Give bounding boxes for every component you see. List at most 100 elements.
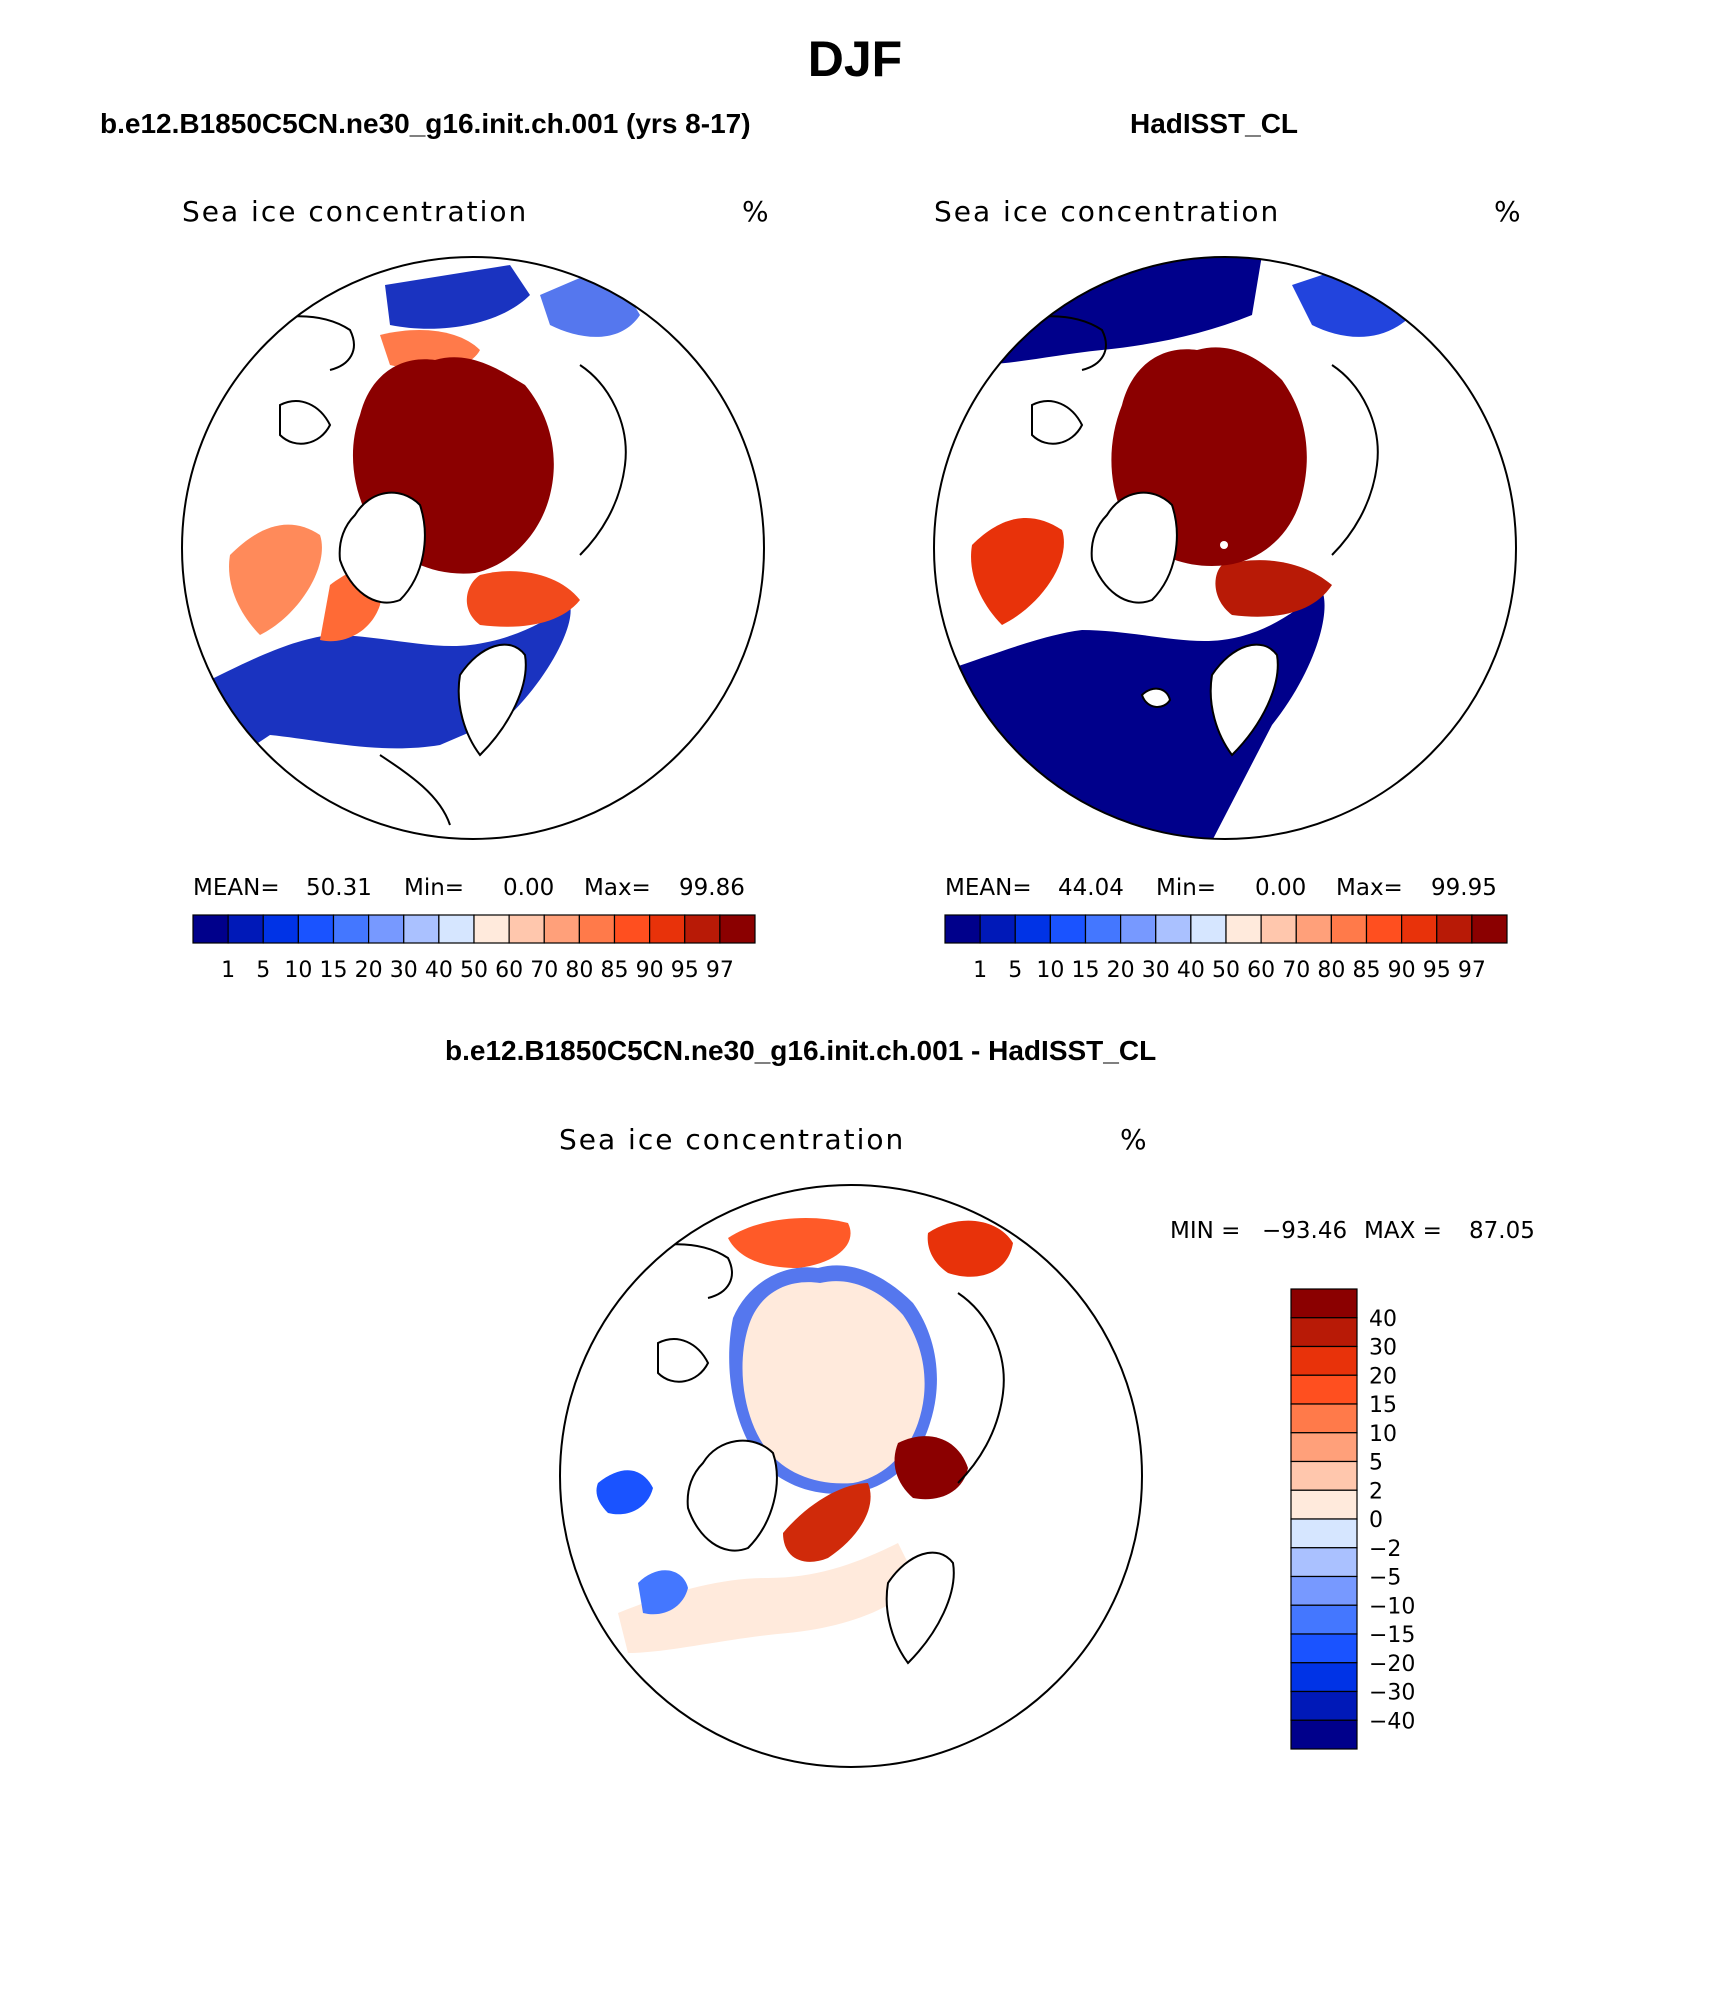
colorbar-tick-label: 2 bbox=[1369, 1479, 1383, 1504]
map-boundary bbox=[181, 256, 765, 840]
colorbar-swatch bbox=[1290, 1288, 1358, 1319]
max-value-diff: 87.05 bbox=[1469, 1218, 1535, 1244]
colorbar-swatch bbox=[438, 914, 475, 944]
colorbar-tick-label: 15 bbox=[1369, 1393, 1397, 1418]
iceland bbox=[1140, 687, 1172, 708]
max-label-diff: MAX = bbox=[1364, 1218, 1442, 1244]
siberia-coast bbox=[1331, 364, 1379, 556]
page-title: DJF bbox=[807, 31, 903, 87]
colorbar-swatch bbox=[1290, 1690, 1358, 1721]
colorbar-tick-label: −30 bbox=[1369, 1681, 1415, 1706]
colorbar-swatch bbox=[1290, 1633, 1358, 1664]
colorbar-tick-label: 95 bbox=[671, 958, 699, 983]
canada-archipelago bbox=[279, 400, 332, 445]
ice-band-barents bbox=[466, 571, 580, 627]
colorbar-swatch bbox=[403, 914, 440, 944]
scandinavia bbox=[457, 643, 527, 757]
colorbar-tick-label: 1 bbox=[221, 958, 235, 983]
colorbar-swatch bbox=[368, 914, 405, 944]
colorbar-tick-label: 70 bbox=[1282, 958, 1310, 983]
colorbar-swatch bbox=[332, 914, 370, 944]
europe-coast bbox=[379, 754, 451, 826]
colorbar-tick-label: 80 bbox=[565, 958, 593, 983]
open-ocean-atlantic bbox=[934, 590, 1325, 839]
colorbar-swatch bbox=[1120, 914, 1157, 944]
diff-central-pack bbox=[742, 1281, 925, 1484]
colorbar-tick-label: 10 bbox=[284, 958, 312, 983]
map-boundary bbox=[933, 256, 1517, 840]
colorbar-swatch bbox=[1290, 1604, 1358, 1635]
colorbar-swatch bbox=[1155, 914, 1192, 944]
colorbar-swatch bbox=[1471, 914, 1508, 944]
colorbar-tick-label: 10 bbox=[1036, 958, 1064, 983]
units-label-obs: % bbox=[1494, 195, 1523, 228]
min-label-obs: Min= bbox=[1156, 875, 1217, 901]
mean-label-obs: MEAN= bbox=[945, 875, 1032, 901]
colorbar-swatch bbox=[1049, 914, 1087, 944]
colorbar-tick-label: 5 bbox=[1008, 958, 1022, 983]
diff-labrador-neg bbox=[638, 1570, 688, 1615]
colorbar-swatch bbox=[1290, 1317, 1358, 1348]
alaska-coast bbox=[239, 315, 355, 371]
colorbar-swatch bbox=[1290, 1460, 1358, 1491]
colorbar-swatch bbox=[1190, 914, 1227, 944]
diff-barents-pos bbox=[894, 1436, 968, 1500]
colorbar-tick-label: 60 bbox=[1247, 958, 1275, 983]
colorbar-tick-label: −40 bbox=[1369, 1709, 1415, 1734]
colorbar-swatch bbox=[1290, 1345, 1358, 1376]
colorbar-swatch bbox=[1401, 914, 1438, 944]
max-value-model: 99.86 bbox=[679, 875, 745, 901]
panel-title-diff: b.e12.B1850C5CN.ne30_g16.init.ch.001 - H… bbox=[445, 1035, 1157, 1066]
colorbar-swatch bbox=[508, 914, 545, 944]
colorbar-obs: 1 5 10 15 20 30 40 50 60 70 80 85 90 95 97 bbox=[944, 914, 1508, 983]
colorbar-swatch bbox=[613, 914, 651, 944]
ice-band-baffin bbox=[229, 524, 322, 635]
colorbar-tick-label: 30 bbox=[390, 958, 418, 983]
open-ocean-bering bbox=[1292, 257, 1412, 337]
map-boundary bbox=[559, 1184, 1143, 1768]
colorbar-tick-label: 97 bbox=[706, 958, 734, 983]
colorbar-swatch bbox=[262, 914, 299, 944]
colorbar-tick-label: 85 bbox=[1353, 958, 1381, 983]
colorbar-tick-label: 50 bbox=[1212, 958, 1240, 983]
diff-pacific-pos bbox=[728, 1218, 851, 1268]
colorbar-swatch bbox=[543, 914, 580, 944]
colorbar-tick-label: 40 bbox=[425, 958, 453, 983]
colorbar-swatch bbox=[1290, 1719, 1358, 1750]
colorbar-tick-label: 20 bbox=[1369, 1364, 1397, 1389]
colorbar-swatch bbox=[684, 914, 721, 944]
open-ocean-pacific bbox=[972, 257, 1262, 365]
colorbar-tick-label: 20 bbox=[355, 958, 383, 983]
colorbar-tick-label: 40 bbox=[1369, 1307, 1397, 1332]
colorbar-tick-label: −5 bbox=[1369, 1566, 1401, 1591]
greenland bbox=[686, 1439, 778, 1552]
polar-map-obs bbox=[933, 256, 1517, 840]
colorbar-swatch bbox=[1290, 1403, 1358, 1434]
colorbar-swatch bbox=[1225, 914, 1262, 944]
colorbar-swatch bbox=[578, 914, 616, 944]
greenland bbox=[338, 491, 426, 604]
diff-bering-pos bbox=[927, 1220, 1013, 1277]
colorbar-tick-label: 95 bbox=[1423, 958, 1451, 983]
colorbar-swatch bbox=[1014, 914, 1051, 944]
min-value-model: 0.00 bbox=[503, 875, 555, 901]
max-label-obs: Max= bbox=[1336, 875, 1403, 901]
panel-title-obs: HadISST_CL bbox=[1130, 108, 1299, 139]
colorbar-tick-label: 80 bbox=[1317, 958, 1345, 983]
mean-value-obs: 44.04 bbox=[1058, 875, 1124, 901]
max-value-obs: 99.95 bbox=[1431, 875, 1497, 901]
variable-label-model: Sea ice concentration bbox=[182, 195, 529, 228]
colorbar-swatch bbox=[1290, 1575, 1358, 1606]
colorbar-tick-label: 10 bbox=[1369, 1422, 1397, 1447]
colorbar-swatch bbox=[944, 914, 981, 944]
min-value-diff: −93.46 bbox=[1262, 1218, 1348, 1244]
colorbar-swatch bbox=[192, 914, 229, 944]
max-label-model: Max= bbox=[584, 875, 651, 901]
diff-greenland-sea-pos bbox=[783, 1483, 871, 1562]
variable-label-obs: Sea ice concentration bbox=[934, 195, 1281, 228]
colorbar-swatch bbox=[1290, 1547, 1358, 1578]
colorbar-tick-label: 20 bbox=[1107, 958, 1135, 983]
ice-edge-pacific bbox=[385, 265, 530, 329]
min-label-diff: MIN = bbox=[1170, 1218, 1241, 1244]
colorbar-tick-label: −15 bbox=[1369, 1623, 1415, 1648]
